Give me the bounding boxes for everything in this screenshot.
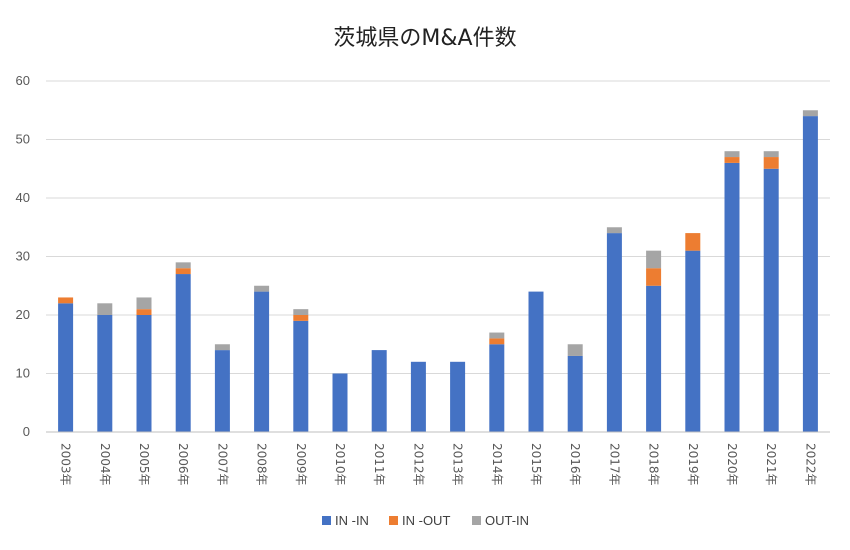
bar-in-in	[489, 344, 505, 432]
x-tick-label: 2019年	[686, 443, 700, 486]
bar-out-in	[567, 344, 583, 356]
bar-in-in	[97, 315, 113, 432]
y-tick-label: 50	[16, 132, 30, 147]
legend-item: IN -OUT	[389, 513, 450, 528]
x-tick-label: 2007年	[215, 443, 229, 486]
bar-in-in	[763, 168, 779, 432]
x-tick-label: 2005年	[137, 443, 151, 486]
legend-label: OUT-IN	[485, 513, 529, 528]
x-tick-label: 2016年	[568, 443, 582, 486]
y-tick-label: 0	[23, 424, 30, 439]
bar-in-out	[763, 157, 779, 169]
bar-in-in	[293, 320, 309, 432]
bar-in-in	[528, 291, 544, 432]
bar-in-in	[685, 250, 701, 432]
x-tick-label: 2010年	[333, 443, 347, 486]
bar-out-in	[763, 151, 779, 158]
bar-in-out	[136, 309, 152, 315]
y-tick-label: 20	[16, 307, 30, 322]
legend-swatch	[472, 516, 481, 525]
x-tick-label: 2020年	[725, 443, 739, 486]
bar-out-in	[606, 227, 622, 234]
y-tick-label: 30	[16, 249, 30, 264]
legend-label: IN -OUT	[402, 513, 450, 528]
bar-out-in	[646, 250, 662, 269]
bar-out-in	[293, 309, 309, 315]
bar-in-out	[685, 233, 701, 251]
y-tick-label: 10	[16, 366, 30, 381]
bar-in-in	[606, 233, 622, 432]
bar-in-out	[724, 157, 740, 163]
x-tick-label: 2006年	[176, 443, 190, 486]
x-tick-label: 2003年	[59, 443, 73, 486]
bar-out-in	[254, 285, 270, 292]
x-tick-label: 2008年	[255, 443, 269, 486]
bar-in-in	[136, 315, 152, 432]
bar-in-in	[371, 350, 387, 432]
y-tick-label: 40	[16, 190, 30, 205]
bar-in-out	[58, 297, 74, 304]
bar-in-out	[646, 268, 662, 286]
x-tick-label: 2017年	[607, 443, 621, 486]
legend: IN -IN IN -OUT OUT-IN	[322, 513, 529, 528]
gridlines	[46, 80, 830, 374]
legend-swatch	[389, 516, 398, 525]
legend-label: IN -IN	[335, 513, 369, 528]
bar-in-in	[332, 373, 348, 432]
bar-out-in	[97, 303, 113, 315]
bar-in-in	[724, 162, 740, 432]
bar-in-in	[567, 355, 583, 432]
bar-in-out	[175, 268, 191, 275]
y-tick-label: 60	[16, 73, 30, 88]
x-tick-label: 2014年	[490, 443, 504, 486]
bar-out-in	[724, 151, 740, 158]
bar-out-in	[136, 297, 152, 310]
bar-in-in	[646, 285, 662, 432]
x-tick-label: 2018年	[647, 443, 661, 486]
x-tick-label: 2012年	[411, 443, 425, 486]
bar-out-in	[802, 110, 818, 117]
x-axis-ticks: 2003年 2004年 2005年 2006年 2007年 2008年 2009年 2010年…	[59, 443, 818, 486]
x-tick-label: 2013年	[451, 443, 465, 486]
bar-in-in	[58, 303, 74, 432]
legend-item: IN -IN	[322, 513, 369, 528]
x-tick-label: 2015年	[529, 443, 543, 486]
bar-in-in	[802, 116, 818, 432]
bar-in-out	[489, 338, 505, 345]
bar-out-in	[489, 332, 505, 339]
x-tick-label: 2009年	[294, 443, 308, 486]
bar-in-in	[410, 361, 426, 432]
bar-in-out	[293, 315, 309, 321]
x-tick-label: 2021年	[764, 443, 778, 486]
x-tick-label: 2004年	[98, 443, 112, 486]
bar-out-in	[175, 262, 191, 269]
bar-in-in	[450, 361, 466, 432]
bar-in-in	[175, 274, 191, 432]
bars	[58, 110, 818, 432]
legend-swatch	[322, 516, 331, 525]
y-axis-ticks: 0 10 20 30 40 50 60	[16, 73, 30, 439]
x-tick-label: 2011年	[372, 443, 386, 486]
bar-out-in	[214, 344, 230, 351]
bar-in-in	[214, 350, 230, 432]
bar-in-in	[254, 291, 270, 432]
chart-title: 茨城県のM&A件数	[333, 26, 516, 51]
x-tick-label: 2022年	[803, 443, 817, 486]
legend-item: OUT-IN	[472, 513, 529, 528]
